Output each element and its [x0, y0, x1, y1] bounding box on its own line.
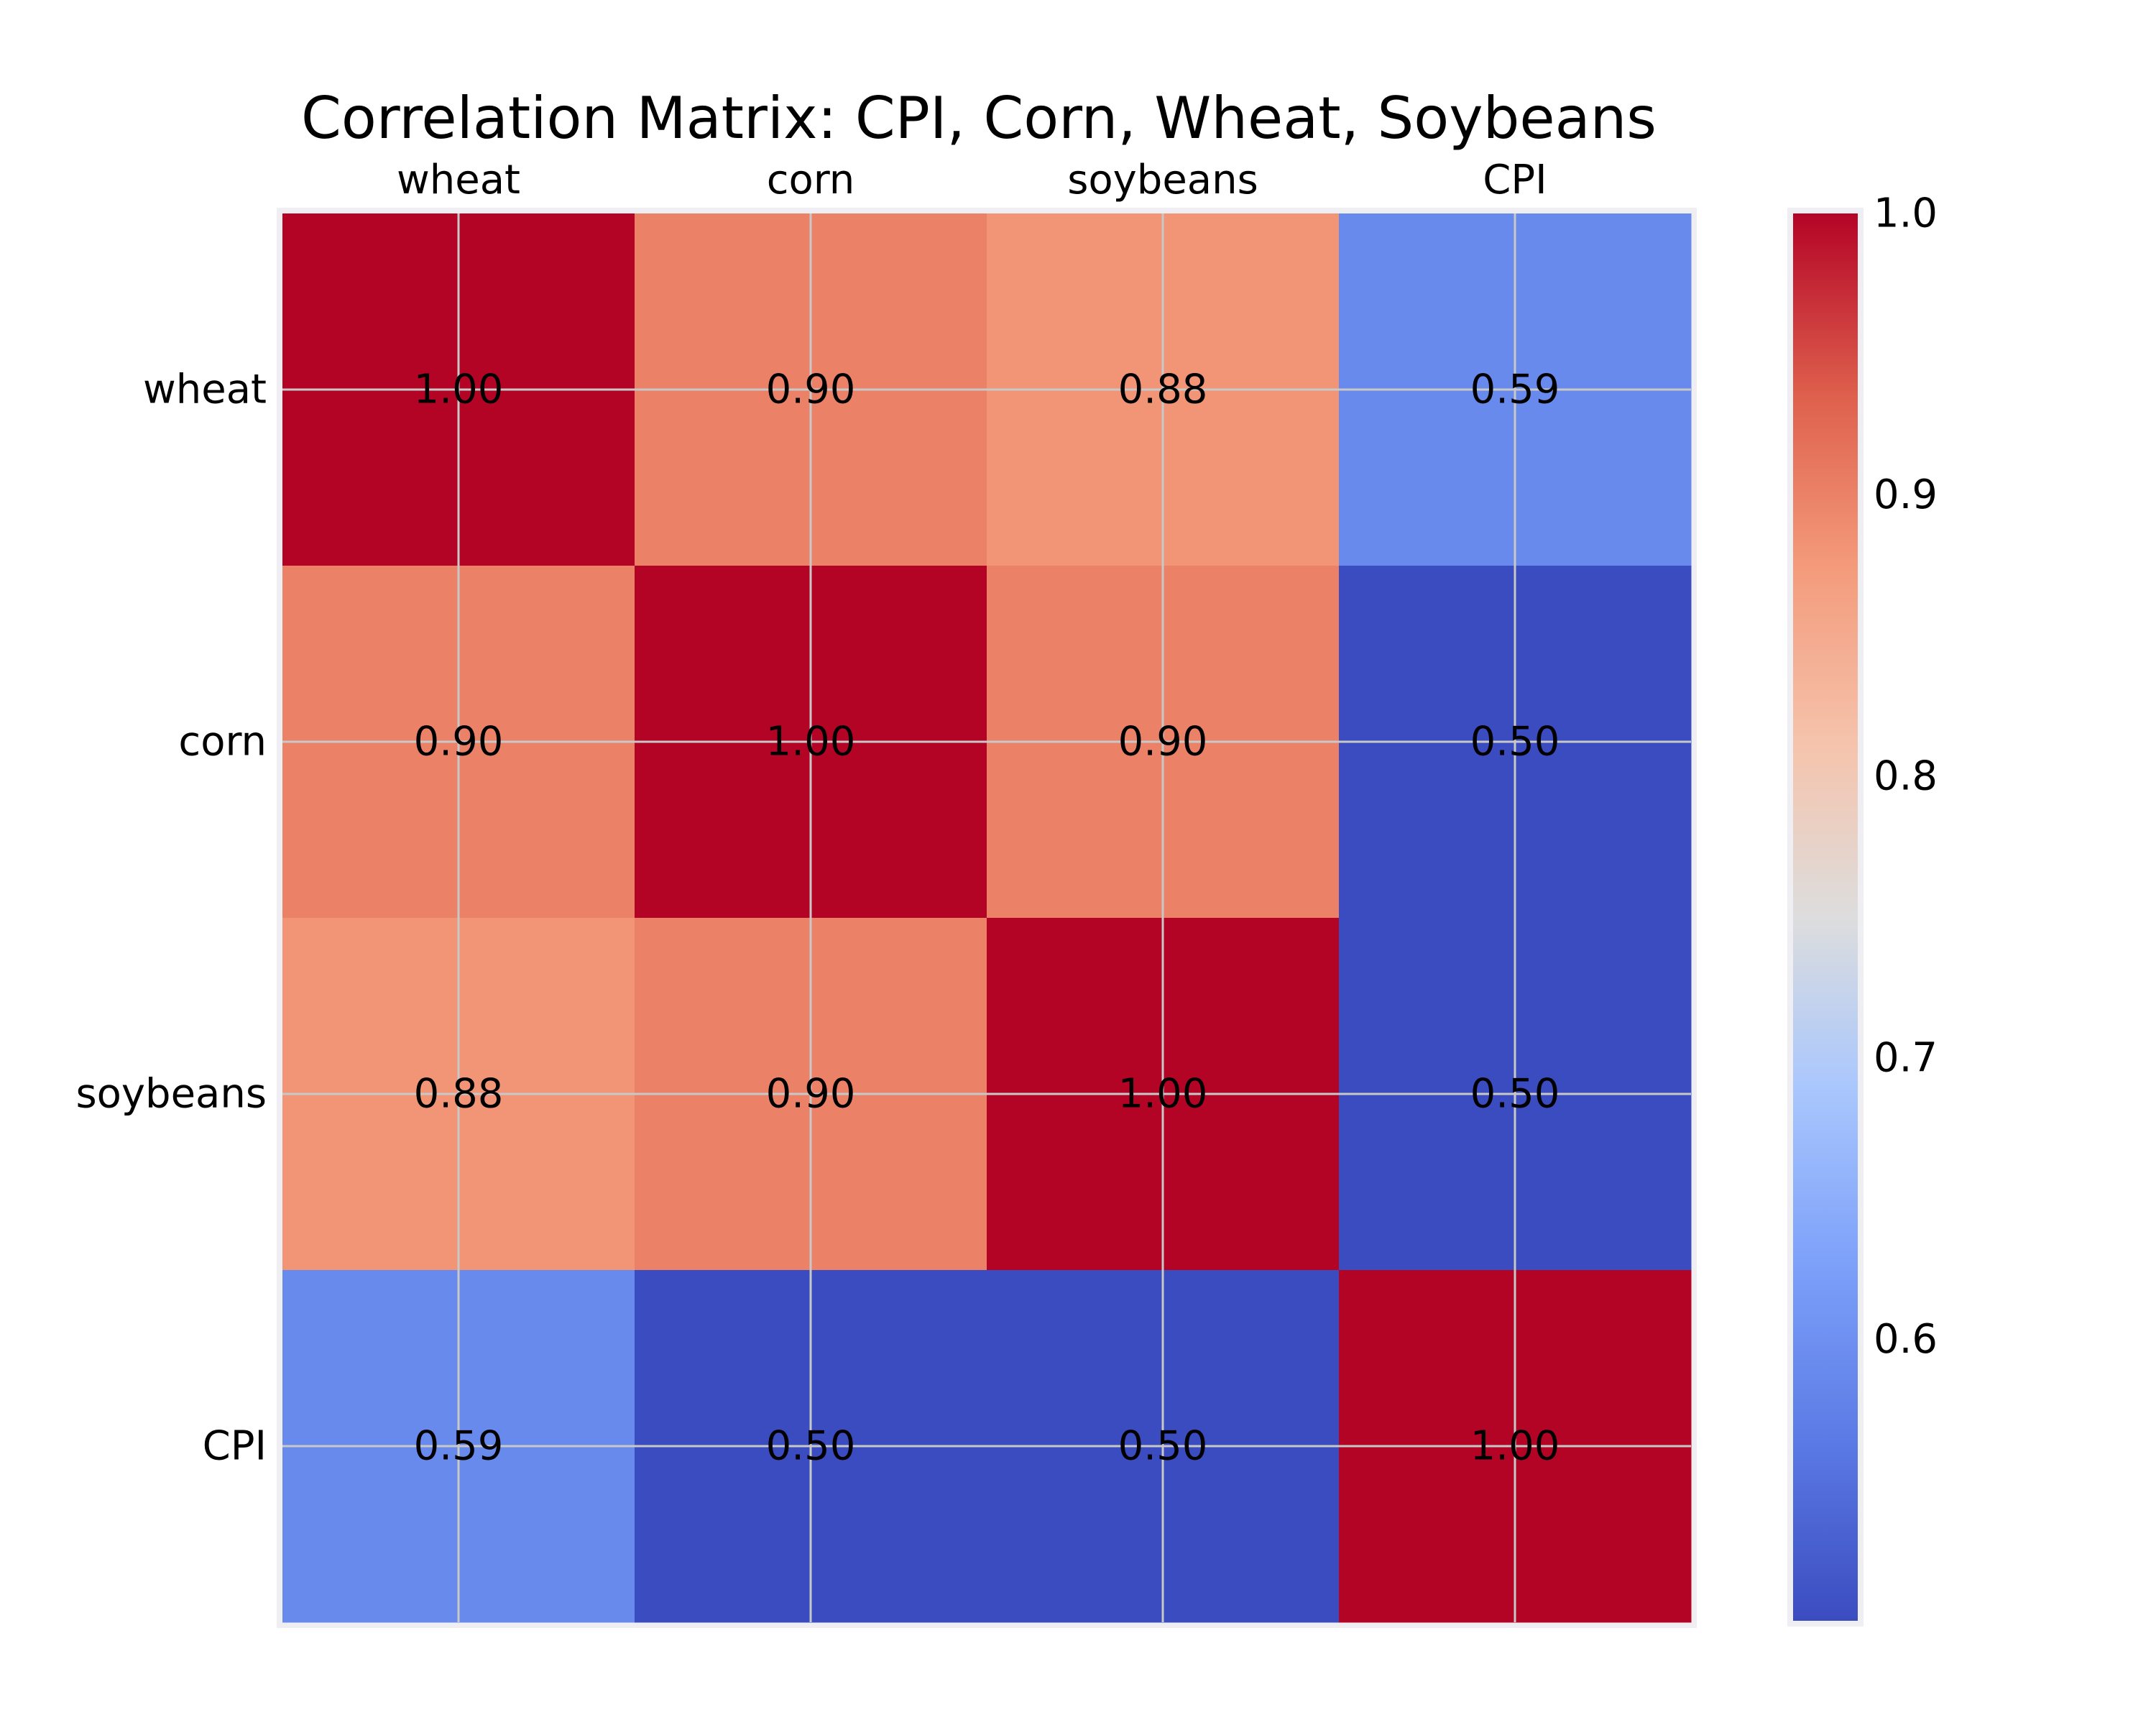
cell-value-label: 0.50	[1470, 719, 1560, 765]
cell-value-labels: 1.00 0.90 0.88 0.59 0.90 1.00 0.90 0.50 0.88 0.90…	[414, 367, 1560, 1470]
cell-value-label: 0.90	[766, 1071, 856, 1118]
colorbar-gradient	[1793, 213, 1858, 1621]
x-axis-tick-labels: wheat corn soybeans CPI	[397, 157, 1547, 203]
y-tick-label: corn	[178, 719, 267, 765]
y-axis-tick-labels: wheat corn soybeans CPI	[75, 367, 267, 1470]
colorbar-tick-label: 1.0	[1874, 190, 1938, 237]
cell-value-label: 0.88	[414, 1071, 504, 1118]
cell-value-label: 0.50	[1470, 1071, 1560, 1118]
heatmap-cells	[282, 213, 1692, 1623]
cell-value-label: 0.90	[1118, 719, 1208, 765]
colorbar-tick-label: 0.6	[1874, 1316, 1938, 1363]
x-tick-label: wheat	[397, 157, 520, 203]
cell-value-label: 0.50	[766, 1423, 856, 1470]
x-tick-label: corn	[767, 157, 855, 203]
cell-value-label: 1.00	[1118, 1071, 1208, 1118]
cell-value-label: 0.90	[766, 367, 856, 413]
gridlines	[282, 213, 1691, 1622]
cell-value-label: 0.59	[414, 1423, 504, 1470]
x-tick-label: soybeans	[1067, 157, 1258, 203]
colorbar: 0.6 0.7 0.8 0.9 1.0	[1787, 190, 1938, 1627]
colorbar-tick-label: 0.7	[1874, 1034, 1938, 1081]
chart-title: Correlation Matrix: CPI, Corn, Wheat, So…	[301, 85, 1657, 152]
cell-value-label: 1.00	[414, 367, 504, 413]
cell-value-label: 0.59	[1470, 367, 1560, 413]
colorbar-tick-label: 0.9	[1874, 472, 1938, 518]
cell-value-label: 0.50	[1118, 1423, 1208, 1470]
cell-value-label: 0.88	[1118, 367, 1208, 413]
colorbar-tick-label: 0.8	[1874, 753, 1938, 800]
y-tick-label: soybeans	[75, 1071, 267, 1118]
x-tick-label: CPI	[1483, 157, 1547, 203]
cell-value-label: 0.90	[414, 719, 504, 765]
cell-value-label: 1.00	[1470, 1423, 1560, 1470]
cell-value-label: 1.00	[766, 719, 856, 765]
y-tick-label: wheat	[143, 367, 267, 413]
y-tick-label: CPI	[203, 1423, 267, 1470]
